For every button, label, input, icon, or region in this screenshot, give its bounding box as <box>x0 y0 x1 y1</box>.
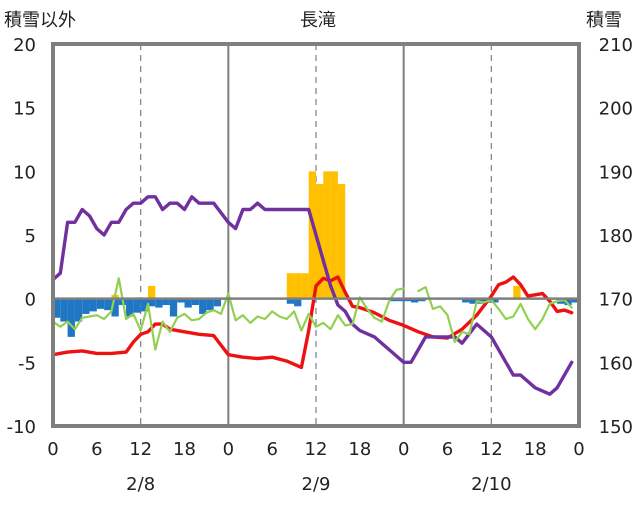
bar-blue <box>162 298 170 306</box>
bar-blue <box>564 298 572 306</box>
bar-blue <box>184 298 192 308</box>
bars <box>53 171 579 337</box>
x-tick-label: 0 <box>47 439 58 460</box>
bar-blue <box>191 298 200 306</box>
left-tick-label: 0 <box>25 290 36 311</box>
bar-blue <box>155 298 163 308</box>
bar-blue <box>60 298 68 322</box>
right-tick-label: 170 <box>599 290 633 311</box>
bar-orange <box>337 184 346 299</box>
bar-orange <box>316 184 324 299</box>
bar-orange <box>513 285 521 299</box>
left-tick-label: 5 <box>25 226 36 247</box>
bar-orange <box>147 285 156 299</box>
bar-blue <box>469 298 477 304</box>
bar-blue <box>294 298 302 307</box>
bar-blue <box>389 298 397 302</box>
bar-blue <box>104 298 112 311</box>
x-tick-label: 12 <box>480 439 503 460</box>
series-line-green <box>51 277 405 351</box>
bar-blue <box>286 298 295 304</box>
chart-title: 長滝 <box>300 10 336 31</box>
date-label: 2/8 <box>126 474 155 495</box>
bar-orange <box>330 171 338 299</box>
x-tick-label: 0 <box>398 439 409 460</box>
x-tick-label: 12 <box>305 439 328 460</box>
left-axis-label: 積雪以外 <box>4 10 76 31</box>
left-tick-label: 15 <box>13 99 36 120</box>
left-tick-label: 10 <box>13 162 36 183</box>
bar-orange <box>323 171 331 299</box>
right-axis-label: 積雪 <box>586 10 622 31</box>
left-tick-label: -10 <box>7 417 36 438</box>
bar-blue <box>169 298 178 317</box>
bar-blue <box>418 298 426 302</box>
right-axis-ticks: 210 200 190 180 170 160 150 <box>599 35 633 438</box>
left-tick-label: 20 <box>13 35 36 56</box>
date-label: 2/10 <box>471 474 511 495</box>
bar-blue <box>53 298 61 318</box>
left-axis-ticks: 20 15 10 5 0 -5 -10 <box>7 35 36 438</box>
bar-blue <box>140 298 148 312</box>
series-line-green <box>417 286 573 344</box>
x-tick-label: 12 <box>129 439 152 460</box>
bar-blue <box>126 298 134 317</box>
right-tick-label: 180 <box>599 226 633 247</box>
series-line-purple <box>51 195 574 396</box>
bar-blue <box>403 298 411 302</box>
right-tick-label: 160 <box>599 353 633 374</box>
plot-frame <box>51 42 581 428</box>
date-labels: 2/8 2/9 2/10 <box>126 474 511 495</box>
bar-blue <box>96 298 105 309</box>
x-axis-ticks: 0 6 12 18 0 6 12 18 0 6 12 18 0 <box>47 439 584 460</box>
bar-blue <box>89 298 97 312</box>
bar-blue <box>82 298 90 314</box>
right-tick-label: 200 <box>599 99 633 120</box>
bar-orange <box>301 273 309 299</box>
date-label: 2/9 <box>302 474 331 495</box>
bar-blue <box>133 298 141 313</box>
x-tick-label: 18 <box>524 439 547 460</box>
bar-blue <box>147 298 156 307</box>
x-tick-label: 6 <box>442 439 453 460</box>
bar-blue <box>177 298 185 303</box>
x-tick-label: 0 <box>573 439 584 460</box>
x-tick-label: 0 <box>223 439 234 460</box>
bar-blue <box>410 298 419 303</box>
bar-orange <box>294 273 302 299</box>
bar-blue <box>213 298 222 307</box>
bar-blue <box>74 298 83 322</box>
right-tick-label: 150 <box>599 417 633 438</box>
x-tick-label: 6 <box>91 439 102 460</box>
bar-orange <box>308 171 316 299</box>
bar-blue <box>462 298 470 303</box>
bar-blue <box>111 298 119 317</box>
x-tick-label: 6 <box>266 439 277 460</box>
bar-blue <box>199 298 207 314</box>
x-tick-label: 18 <box>173 439 196 460</box>
series-lines <box>51 195 574 396</box>
bar-orange <box>286 273 295 299</box>
left-tick-label: -5 <box>18 353 36 374</box>
bar-blue <box>396 298 404 302</box>
bar-blue <box>571 298 579 303</box>
bar-blue <box>206 298 214 311</box>
bar-blue <box>491 298 499 303</box>
x-tick-label: 18 <box>348 439 371 460</box>
right-tick-label: 190 <box>599 162 633 183</box>
bar-blue <box>67 298 75 337</box>
right-tick-label: 210 <box>599 35 633 56</box>
